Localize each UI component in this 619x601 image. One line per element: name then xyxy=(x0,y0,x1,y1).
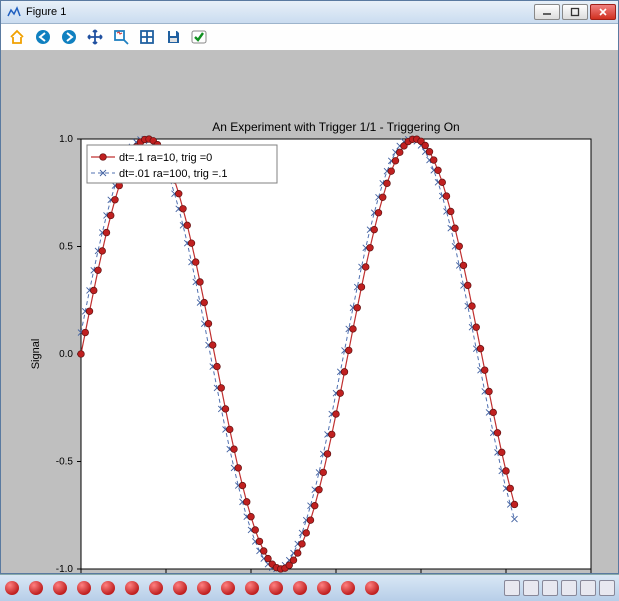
tray-icon[interactable] xyxy=(542,580,558,596)
home-icon[interactable] xyxy=(7,27,27,47)
minimize-button[interactable] xyxy=(534,4,560,20)
taskbar-item[interactable] xyxy=(53,581,67,595)
taskbar-item[interactable] xyxy=(317,581,331,595)
pan-icon[interactable] xyxy=(85,27,105,47)
app-icon xyxy=(7,5,21,19)
window-title: Figure 1 xyxy=(26,6,532,18)
ytick-label: -1.0 xyxy=(56,564,74,573)
taskbar-item[interactable] xyxy=(365,581,379,595)
legend-label: dt=.1 ra=10, trig =0 xyxy=(119,152,212,164)
taskbar-item[interactable] xyxy=(125,581,139,595)
close-button[interactable] xyxy=(590,4,616,20)
taskbar xyxy=(0,574,619,601)
taskbar-item[interactable] xyxy=(245,581,259,595)
ytick-label: -0.5 xyxy=(56,457,74,468)
save-icon[interactable] xyxy=(163,27,183,47)
taskbar-item[interactable] xyxy=(221,581,235,595)
titlebar[interactable]: Figure 1 xyxy=(1,1,618,24)
taskbar-item[interactable] xyxy=(269,581,283,595)
zoom-icon[interactable] xyxy=(111,27,131,47)
legend-label: dt=.01 ra=100, trig =.1 xyxy=(119,168,228,180)
taskbar-item[interactable] xyxy=(197,581,211,595)
check-icon[interactable] xyxy=(189,27,209,47)
taskbar-item[interactable] xyxy=(29,581,43,595)
forward-icon[interactable] xyxy=(59,27,79,47)
y-axis-label: Signal xyxy=(30,339,42,370)
taskbar-item[interactable] xyxy=(293,581,307,595)
taskbar-item[interactable] xyxy=(149,581,163,595)
tray-icon[interactable] xyxy=(523,580,539,596)
tray-icon[interactable] xyxy=(599,580,615,596)
taskbar-item[interactable] xyxy=(341,581,355,595)
taskbar-item[interactable] xyxy=(5,581,19,595)
toolbar xyxy=(1,24,618,51)
maximize-button[interactable] xyxy=(562,4,588,20)
plot-svg: 024681012-1.0-0.50.00.51.0An Experiment … xyxy=(1,51,618,573)
tray-icon[interactable] xyxy=(504,580,520,596)
back-icon[interactable] xyxy=(33,27,53,47)
subplots-icon[interactable] xyxy=(137,27,157,47)
taskbar-item[interactable] xyxy=(173,581,187,595)
taskbar-item[interactable] xyxy=(77,581,91,595)
plot-canvas: 024681012-1.0-0.50.00.51.0An Experiment … xyxy=(1,51,618,573)
taskbar-item[interactable] xyxy=(101,581,115,595)
tray-icon[interactable] xyxy=(580,580,596,596)
figure-window: Figure 1 024681012-1.0-0.50.00.51.0An Ex… xyxy=(0,0,619,574)
ytick-label: 0.0 xyxy=(59,349,73,360)
chart-title: An Experiment with Trigger 1/1 - Trigger… xyxy=(212,120,459,134)
tray-icon[interactable] xyxy=(561,580,577,596)
ytick-label: 0.5 xyxy=(59,242,73,253)
ytick-label: 1.0 xyxy=(59,134,73,145)
